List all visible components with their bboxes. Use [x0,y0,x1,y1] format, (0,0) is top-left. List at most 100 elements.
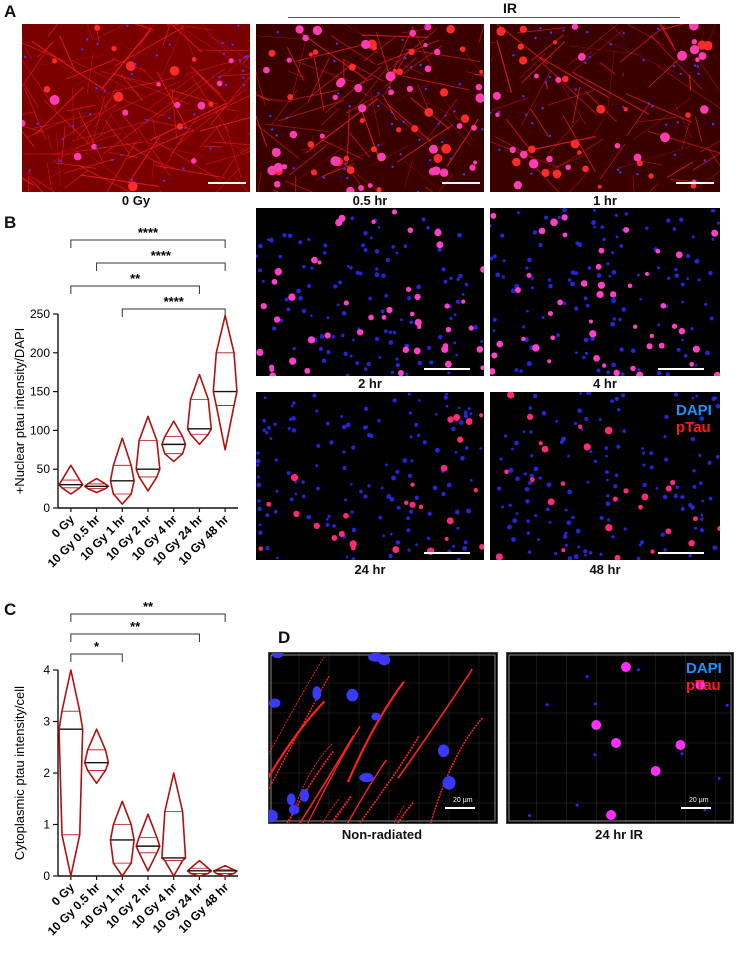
dapi-nucleus [561,436,566,442]
ptau-nucleus [304,367,311,374]
ptau-nucleus [444,303,450,309]
dapi-nucleus [257,499,261,503]
dapi-nucleus [694,526,698,530]
dapi-nucleus [130,72,134,76]
dapi-nucleus [417,360,423,366]
ptau-nucleus [371,219,376,224]
dapi-nucleus [700,513,704,517]
neurite [496,24,548,65]
cell-body [409,29,417,37]
scale-bar [681,807,711,809]
neurite [77,110,104,163]
neurite [100,70,161,87]
cell-body [336,79,345,88]
dapi-nucleus [454,509,460,515]
dapi-nucleus [711,237,715,241]
neurite [143,118,192,130]
dapi-nucleus [593,225,597,229]
cell-body [691,38,698,45]
caption-24hr-ir: 24 hr IR [595,827,643,842]
neurite [478,24,484,43]
ptau-nucleus [447,416,454,423]
dapi-nucleus [377,104,380,108]
neurite [286,46,305,81]
dapi-nucleus [363,231,368,236]
neurite [325,65,382,114]
dendrite [397,801,414,823]
micrograph-2hr [256,208,484,376]
dapi-nucleus [371,712,381,721]
neurite [626,104,650,137]
dapi-nucleus [717,776,721,780]
dapi-nucleus [301,480,305,484]
dapi-nucleus [463,540,468,545]
dapi-nucleus [273,422,277,427]
neurite [55,162,97,169]
dapi-nucleus [675,485,680,490]
dapi-nucleus [473,325,478,330]
ptau-nucleus [269,372,277,376]
cell-body [91,143,98,150]
dapi-nucleus [391,475,396,481]
dapi-nucleus [539,26,542,30]
ptau-nucleus [561,548,566,553]
neurite [134,138,205,158]
ptau-nucleus [288,293,296,301]
neurite [141,24,145,29]
dapi-nucleus [526,309,529,313]
ptau-nucleus [688,539,695,547]
ptau-nucleus [633,324,638,329]
dapi-nucleus [523,472,528,476]
dapi-nucleus [660,532,665,537]
dapi-nucleus [400,318,403,322]
dapi-nucleus [381,273,386,278]
ptau-nucleus [689,361,695,367]
cell-body [541,168,550,177]
dapi-nucleus [616,444,621,449]
neurite [86,24,94,41]
neurite [256,123,300,159]
dapi-nucleus [584,417,589,422]
ptau-nucleus [311,256,318,264]
dapi-nucleus [96,42,99,46]
dapi-nucleus [691,235,695,239]
dapi-nucleus [656,370,662,376]
dapi-nucleus [508,503,512,507]
neurite [321,108,340,126]
dendrite [269,700,326,779]
dapi-nucleus [503,434,508,438]
dapi-nucleus [564,508,568,512]
dapi-nucleus [496,486,502,491]
cell-body [439,168,449,178]
dapi-nucleus [377,143,380,147]
dapi-nucleus [453,341,457,345]
cell-body [346,166,355,174]
dapi-nucleus [404,343,409,348]
neurite [309,65,351,98]
dapi-nucleus [667,276,671,280]
dapi-nucleus [529,430,533,434]
cell-body [428,144,438,154]
ptau-nucleus [588,319,593,324]
ptau-nucleus [655,248,661,254]
dapi-nucleus [647,102,651,105]
ptau-nucleus [417,324,422,330]
neurite [169,24,214,31]
caption-0gy: 0 Gy [121,193,151,208]
background [256,208,484,376]
dapi-nucleus [606,370,610,375]
dapi-nucleus [584,61,587,65]
dapi-nucleus [692,469,696,473]
cell-body [623,107,628,112]
dapi-nucleus [548,520,552,524]
dapi-nucleus [350,510,354,514]
cell-body [332,94,338,101]
neurite [384,53,407,95]
ptau-nucleus [627,283,633,289]
dapi-nucleus [598,417,602,422]
cell-body [424,107,434,117]
dapi-nucleus [325,522,330,527]
dapi-nucleus [570,270,576,275]
dapi-nucleus [269,114,272,118]
dapi-nucleus [279,318,284,323]
